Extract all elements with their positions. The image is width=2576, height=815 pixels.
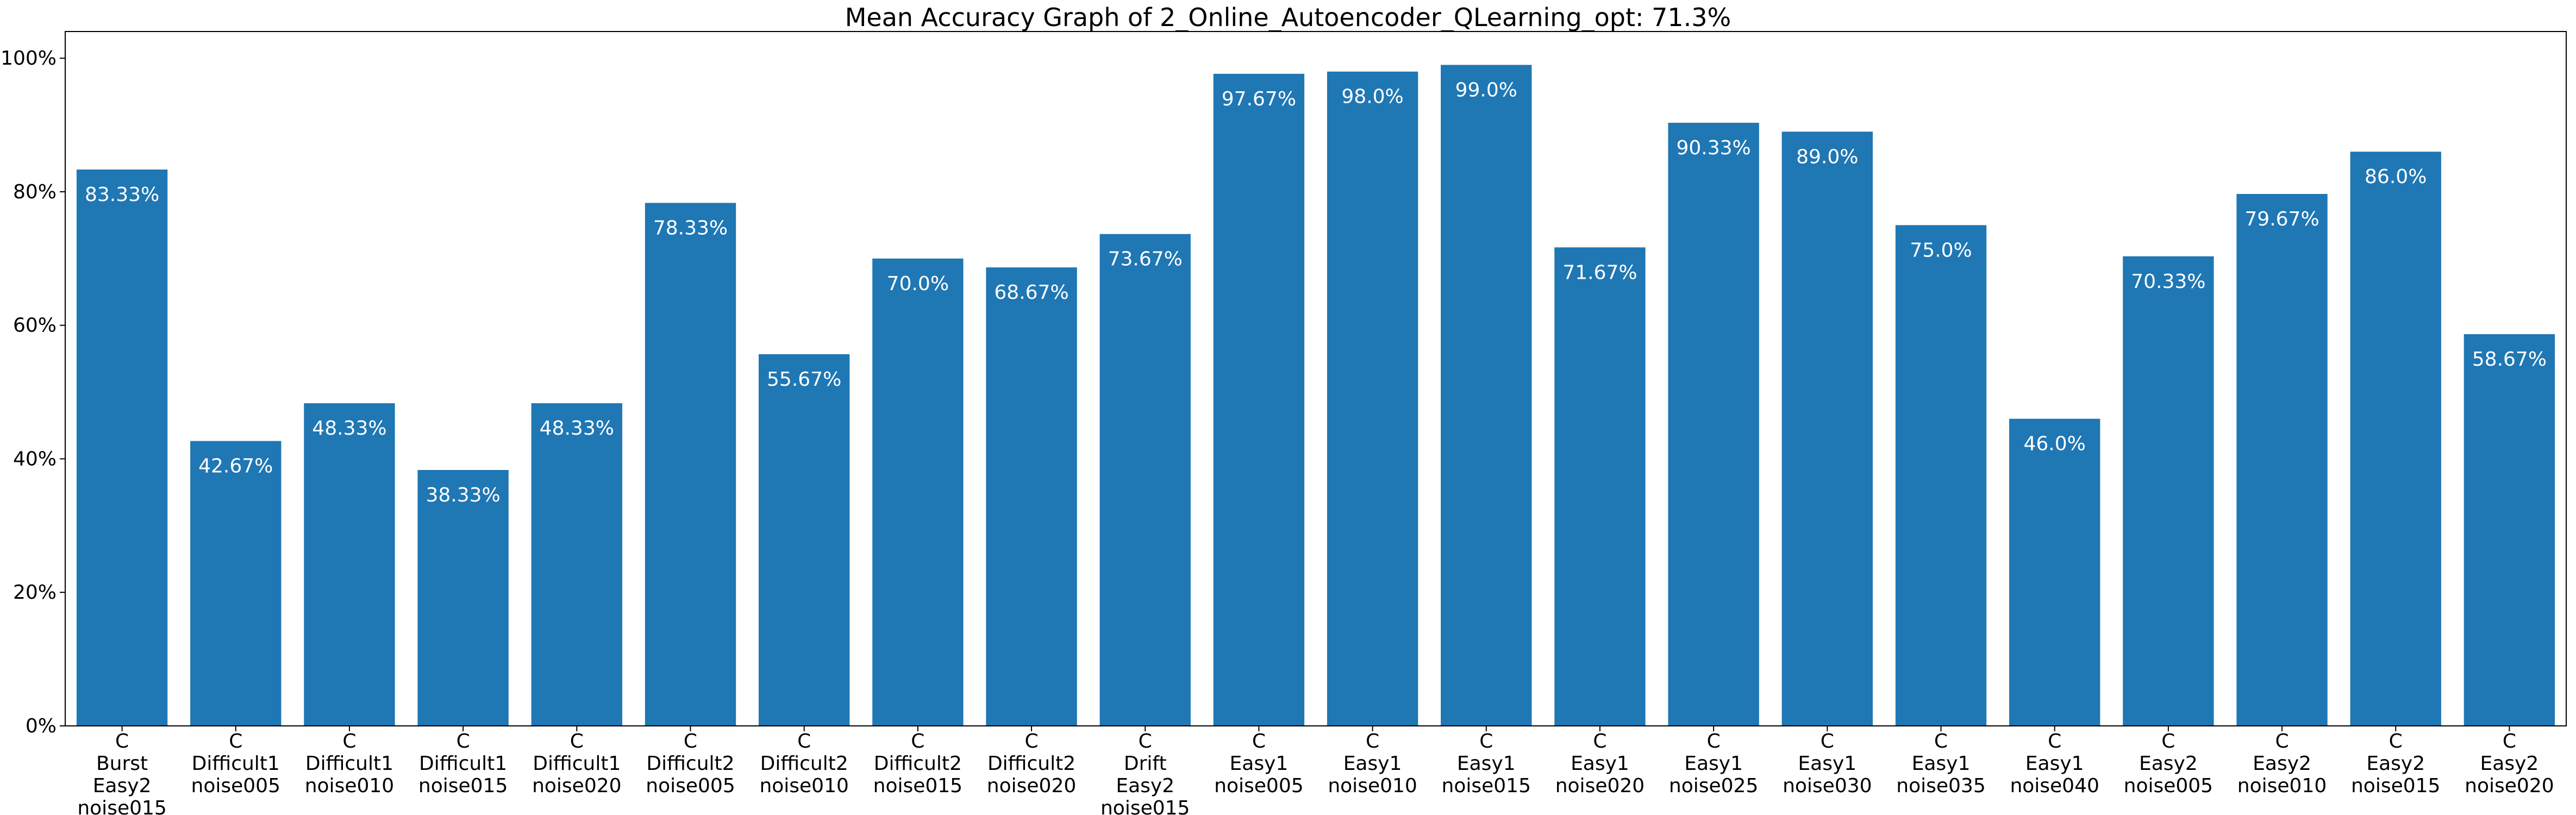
x-tick-label: C Easy1 noise030	[1783, 730, 1872, 797]
x-tick-label: C Easy1 noise015	[1442, 730, 1531, 797]
x-tick-label: C Difficult2 noise020	[987, 730, 1076, 797]
x-tick-label: C Easy2 noise015	[2351, 730, 2440, 797]
bar	[1668, 122, 1759, 726]
bar	[76, 170, 168, 726]
x-tick-label: C Easy1 noise025	[1669, 730, 1758, 797]
bar-value-label: 68.67%	[994, 281, 1068, 304]
bar	[759, 354, 850, 726]
bar-value-label: 38.33%	[426, 484, 500, 506]
bar-value-label: 48.33%	[540, 417, 614, 440]
bar	[1327, 71, 1418, 726]
bar-value-label: 71.67%	[1562, 261, 1637, 284]
y-axis: 0% 20% 40% 60% 80% 100%	[1, 47, 65, 737]
bar-value-label: 58.67%	[2472, 348, 2547, 371]
y-tick-label: 20%	[13, 581, 57, 604]
chart-title: Mean Accuracy Graph of 2_Online_Autoenco…	[845, 3, 1731, 32]
bar-value-label: 79.67%	[2244, 208, 2319, 230]
y-tick-label: 40%	[13, 448, 57, 470]
x-tick-label: C Burst Easy2 noise015	[77, 730, 166, 815]
bar-value-label: 42.67%	[198, 455, 273, 478]
x-tick-label: C Easy1 noise005	[1214, 730, 1303, 797]
bar	[2464, 334, 2555, 726]
bar-labels-group: 83.33% 42.67% 48.33% 38.33% 48.33% 78.33% 55.6…	[85, 79, 2547, 506]
x-tick-label: C Easy1 noise035	[1896, 730, 1985, 797]
bar-value-label: 70.0%	[887, 273, 949, 295]
bar	[986, 267, 1077, 726]
bar-value-label: 99.0%	[1455, 79, 1517, 101]
bar	[304, 403, 395, 726]
bar-value-label: 78.33%	[653, 217, 728, 239]
bar	[872, 258, 964, 726]
bar	[2123, 256, 2214, 726]
bar	[190, 441, 282, 726]
x-tick-label: C Easy1 noise010	[1328, 730, 1417, 797]
y-tick-label: 80%	[13, 181, 57, 203]
bar-value-label: 86.0%	[2365, 166, 2427, 188]
x-tick-label: C Difficult1 noise015	[418, 730, 508, 797]
bar-value-label: 46.0%	[2023, 433, 2085, 455]
y-tick-label: 0%	[26, 715, 57, 737]
x-tick-label: C Easy1 noise040	[2010, 730, 2099, 797]
bar	[1895, 225, 1987, 726]
bars-group	[76, 65, 2555, 726]
x-axis: C Burst Easy2 noise015 C Difficult1 noise005 C D…	[77, 726, 2554, 815]
bar	[2350, 152, 2441, 726]
y-tick-label: 100%	[1, 47, 57, 70]
bar	[1441, 65, 1532, 726]
x-tick-label: C Difficult1 noise020	[532, 730, 621, 797]
bar	[531, 403, 622, 726]
bar-value-label: 73.67%	[1108, 248, 1183, 271]
x-tick-label: C Difficult2 noise005	[646, 730, 735, 797]
bar	[1099, 234, 1191, 726]
x-tick-label: C Difficult2 noise015	[873, 730, 962, 797]
bar-value-label: 98.0%	[1341, 86, 1403, 108]
bar-value-label: 83.33%	[85, 184, 159, 206]
x-tick-label: C Easy2 noise020	[2465, 730, 2554, 797]
bar-value-label: 70.33%	[2131, 271, 2205, 293]
bar	[1554, 247, 1646, 726]
bar	[1213, 73, 1305, 726]
plot-frame	[65, 31, 2567, 726]
x-tick-label: C Easy2 noise005	[2124, 730, 2213, 797]
bar	[645, 203, 736, 726]
bar-value-label: 75.0%	[1910, 239, 1972, 261]
x-tick-label: C Easy1 noise020	[1555, 730, 1645, 797]
x-tick-label: C Difficult1 noise010	[305, 730, 394, 797]
y-tick-label: 60%	[13, 315, 57, 337]
x-tick-label: C Drift Easy2 noise015	[1101, 730, 1190, 815]
bar-value-label: 55.67%	[767, 368, 841, 391]
bar	[2236, 193, 2328, 726]
bar	[1781, 131, 1873, 726]
bar-value-label: 89.0%	[1796, 146, 1858, 168]
bar	[417, 469, 509, 726]
x-tick-label: C Difficult2 noise010	[759, 730, 848, 797]
bar-value-label: 48.33%	[312, 417, 386, 440]
bar	[2009, 418, 2100, 726]
bar-value-label: 97.67%	[1222, 88, 1296, 110]
bar-value-label: 90.33%	[1676, 137, 1750, 159]
x-tick-label: C Easy2 noise010	[2237, 730, 2327, 797]
x-tick-label: C Difficult1 noise005	[191, 730, 280, 797]
